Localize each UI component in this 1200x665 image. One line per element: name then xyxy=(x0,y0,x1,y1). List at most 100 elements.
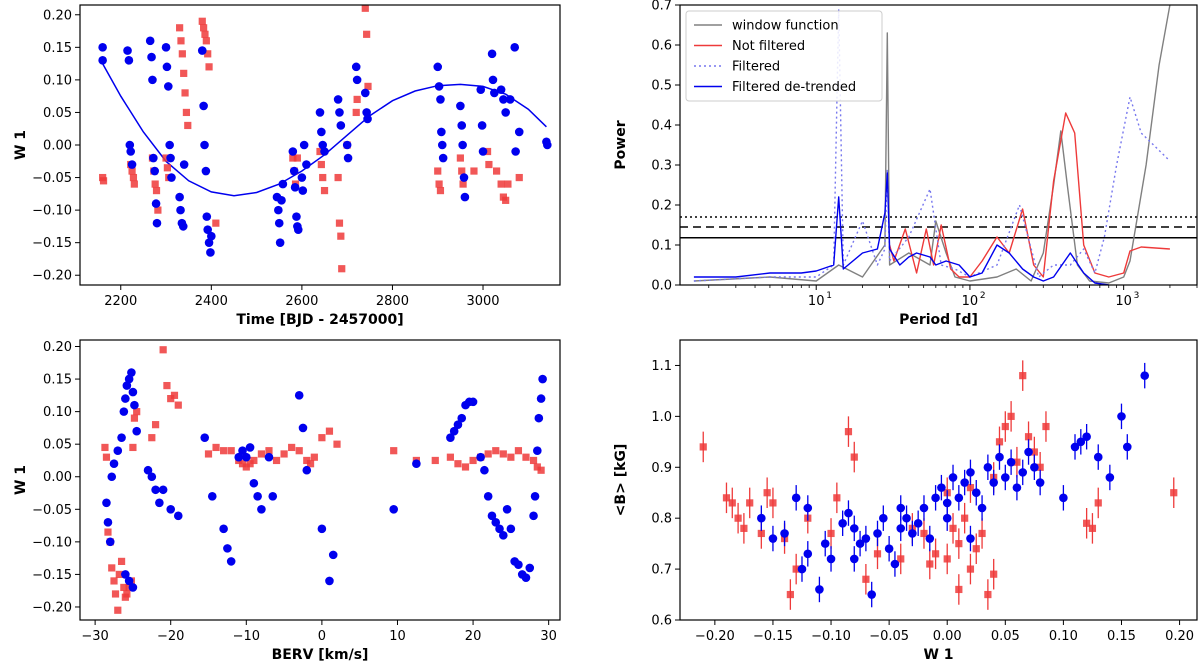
data-point-blue xyxy=(768,534,778,543)
data-point-blue xyxy=(102,498,111,508)
y-tick-label: 0.20 xyxy=(43,340,72,355)
y-tick-label: 0.3 xyxy=(651,159,672,174)
data-point-blue xyxy=(302,465,312,475)
data-point-red xyxy=(335,219,344,227)
data-point-blue xyxy=(389,505,399,514)
y-tick-label: 0.10 xyxy=(43,73,72,88)
data-point-red xyxy=(130,180,138,188)
x-tick-label: 2800 xyxy=(376,294,409,309)
data-point-blue xyxy=(1024,447,1033,457)
data-point-blue xyxy=(197,46,207,55)
data-point-blue xyxy=(343,153,353,163)
data-point-red xyxy=(1036,463,1044,471)
data-point-red xyxy=(212,443,220,452)
data-point-blue xyxy=(966,534,975,543)
data-point-blue xyxy=(438,153,448,163)
data-point-blue xyxy=(849,554,859,564)
data-point-red xyxy=(862,575,870,583)
data-point-red xyxy=(955,585,963,594)
data-point-blue xyxy=(234,452,244,462)
data-point-red xyxy=(178,50,186,58)
data-point-blue xyxy=(1140,371,1150,380)
data-point-blue xyxy=(478,147,488,156)
axes-frame xyxy=(79,339,561,621)
data-point-blue xyxy=(913,518,923,528)
data-point-blue xyxy=(127,160,137,169)
data-point-red xyxy=(461,463,470,471)
data-point-blue xyxy=(318,140,328,150)
y-tick-label: −0.05 xyxy=(32,503,72,518)
data-point-blue xyxy=(977,503,987,513)
data-point-blue xyxy=(200,433,210,442)
y-tick-label: 0.4 xyxy=(651,119,672,134)
data-point-blue xyxy=(983,462,993,472)
data-point-blue xyxy=(325,576,334,586)
data-point-blue xyxy=(109,459,119,469)
data-point-blue xyxy=(292,212,301,221)
data-point-blue xyxy=(128,583,138,592)
data-point-red xyxy=(288,443,296,452)
data-point-blue xyxy=(202,212,212,221)
data-point-red xyxy=(435,180,443,188)
data-point-blue xyxy=(536,394,546,403)
data-point-blue xyxy=(257,505,266,514)
data-point-blue xyxy=(125,140,135,150)
data-point-red xyxy=(200,24,208,32)
data-point-blue xyxy=(298,186,308,195)
data-point-blue xyxy=(925,534,935,543)
plot-area xyxy=(680,5,1197,285)
data-point-blue xyxy=(890,559,900,569)
data-point-red xyxy=(522,453,530,461)
data-point-blue xyxy=(855,539,865,548)
x-axis-label: Period [d] xyxy=(899,312,978,328)
magnetic-field-panel: −0.20 −0.15 −0.10 −0.05 0.00 0.05 0.10 0.15 0.20… xyxy=(613,339,1198,663)
data-point-blue xyxy=(145,36,155,46)
x-tick-label: −10 xyxy=(233,629,260,644)
y-tick-label: 0.7 xyxy=(651,563,672,578)
y-tick-label: 0.0 xyxy=(651,279,672,294)
data-point-red xyxy=(325,427,334,435)
data-point-red xyxy=(459,180,467,188)
data-point-red xyxy=(238,460,247,468)
y-tick-label: 0.20 xyxy=(43,8,72,23)
data-point-red xyxy=(293,154,301,162)
data-point-blue xyxy=(152,218,162,228)
data-point-blue xyxy=(150,166,160,176)
y-tick-label: 0.9 xyxy=(651,461,672,476)
data-point-blue xyxy=(434,82,444,91)
data-point-red xyxy=(115,570,123,579)
y-tick-label: −0.10 xyxy=(32,204,72,219)
data-point-blue xyxy=(335,108,344,117)
data-point-blue xyxy=(207,491,217,501)
data-point-blue xyxy=(1070,442,1080,452)
data-point-blue xyxy=(293,225,303,234)
legend-label: Filtered xyxy=(732,60,780,75)
data-point-blue xyxy=(289,166,299,176)
data-point-blue xyxy=(797,564,807,574)
data-point-blue xyxy=(351,62,361,72)
data-point-red xyxy=(1013,458,1021,466)
x-tick-label: 10 xyxy=(962,294,979,309)
data-point-blue xyxy=(148,75,157,85)
data-point-blue xyxy=(954,493,964,503)
x-axis-label: Time [BJD - 2457000] xyxy=(236,312,403,328)
data-point-blue xyxy=(1076,437,1086,447)
data-point-red xyxy=(250,456,258,465)
data-point-blue xyxy=(117,433,126,442)
y-tick-label: −0.15 xyxy=(32,568,72,583)
data-point-blue xyxy=(178,222,188,231)
data-point-blue xyxy=(460,192,470,202)
data-point-blue xyxy=(960,478,969,487)
data-point-red xyxy=(984,590,992,599)
data-point-red xyxy=(176,24,184,32)
data-point-red xyxy=(454,460,462,468)
data-point-blue xyxy=(826,554,836,564)
y-tick-label: 0.15 xyxy=(43,373,72,388)
y-tick-label: 0.2 xyxy=(651,199,672,214)
data-point-blue xyxy=(757,513,766,523)
data-point-red xyxy=(484,450,492,458)
data-point-blue xyxy=(1006,457,1016,467)
data-point-blue xyxy=(124,56,134,65)
data-point-red xyxy=(227,447,235,455)
data-point-blue xyxy=(453,420,463,429)
